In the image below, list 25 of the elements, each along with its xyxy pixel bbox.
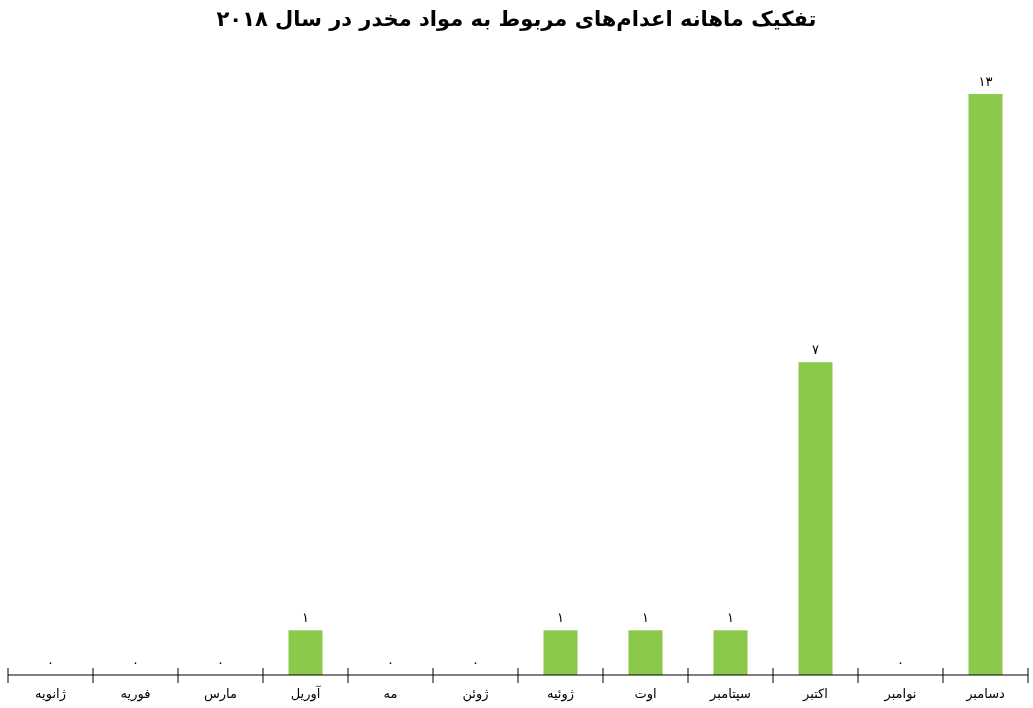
data-label: ۷ xyxy=(812,342,820,358)
data-label: ۰ xyxy=(217,655,224,670)
data-label: ۰ xyxy=(472,655,479,670)
x-tick-label: دسامبر xyxy=(965,686,1006,702)
x-tick-label: نوامبر xyxy=(883,686,917,702)
x-tick-label: فوریه xyxy=(120,686,151,702)
x-tick-label: اکتبر xyxy=(802,686,828,702)
x-tick-label: ژوئن xyxy=(462,686,489,702)
data-label: ۰ xyxy=(387,655,394,670)
data-label: ۱۳ xyxy=(978,74,993,90)
x-tick-label: ژوئیه xyxy=(546,686,575,702)
data-label: ۱ xyxy=(302,610,309,626)
data-label: ۱ xyxy=(642,610,649,626)
data-label: ۱ xyxy=(557,610,564,626)
x-tick-label: اوت xyxy=(634,686,657,702)
chart-title: تفکیک ماهانه اعدام‌های مربوط به مواد مخدر در سال ۲۰۱۸ xyxy=(216,7,817,31)
data-label: ۰ xyxy=(897,655,904,670)
x-tick-label: مارس xyxy=(203,686,238,702)
data-label: ۰ xyxy=(132,655,139,670)
x-tick-label: آوریل xyxy=(290,685,322,702)
data-label: ۰ xyxy=(47,655,54,670)
x-tick-label: ژانویه xyxy=(35,686,66,702)
data-label: ۱ xyxy=(727,610,734,626)
x-tick-label: سپتامبر xyxy=(709,686,751,702)
x-tick-label: مه xyxy=(383,686,398,701)
